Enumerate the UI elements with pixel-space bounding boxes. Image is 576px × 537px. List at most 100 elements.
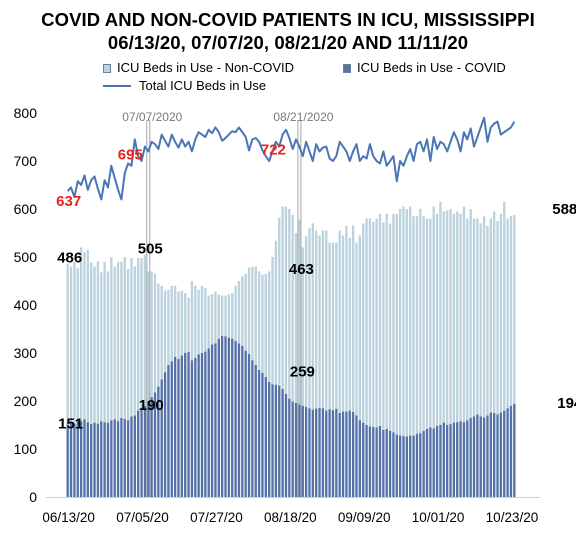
- noncovid-bar: [331, 242, 335, 411]
- noncovid-bar: [459, 213, 462, 422]
- noncovid-bar: [210, 293, 214, 345]
- noncovid-bar: [311, 223, 315, 410]
- covid-bar: [76, 420, 79, 497]
- covid-bar: [425, 428, 429, 497]
- y-tick-label: 300: [14, 345, 38, 361]
- noncovid-bar: [187, 297, 190, 353]
- noncovid-bar: [224, 295, 227, 337]
- noncovid-bar: [392, 213, 395, 433]
- noncovid-bar: [496, 221, 499, 415]
- covid-bar: [358, 420, 362, 497]
- legend-total-line: [103, 85, 131, 87]
- noncovid-bar: [90, 262, 93, 425]
- noncovid-bar: [217, 294, 220, 339]
- covid-bar: [143, 405, 147, 497]
- noncovid-bar: [284, 206, 288, 394]
- noncovid-bar: [318, 235, 321, 408]
- covid-bar: [513, 403, 516, 497]
- covid-bar: [429, 427, 432, 497]
- date-marker-label: 08/21/2020: [273, 110, 333, 124]
- covid-bar: [173, 356, 177, 497]
- covid-bar: [140, 407, 143, 497]
- x-tick-label: 10/01/20: [412, 510, 465, 525]
- noncovid-bar: [469, 209, 472, 418]
- covid-bar: [368, 426, 372, 497]
- noncovid-bar: [506, 218, 509, 409]
- covid-bar: [331, 410, 335, 497]
- bar-total-label: 463: [289, 261, 314, 278]
- covid-bar: [432, 428, 435, 497]
- noncovid-bar: [422, 216, 425, 431]
- legend-covid: ICU Beds in Use - COVID: [343, 60, 506, 76]
- noncovid-bar: [398, 209, 402, 436]
- covid-bar: [93, 422, 96, 497]
- covid-bar: [224, 336, 227, 497]
- noncovid-bar: [449, 209, 452, 425]
- noncovid-bar: [476, 218, 479, 415]
- covid-bar: [466, 420, 469, 497]
- noncovid-bar: [133, 266, 137, 416]
- covid-bar: [294, 402, 298, 497]
- noncovid-bar: [120, 261, 123, 418]
- covid-bar: [452, 422, 456, 497]
- noncovid-bar: [388, 223, 392, 431]
- covid-bar: [153, 392, 157, 497]
- covid-bar: [261, 372, 264, 497]
- noncovid-bar: [429, 218, 432, 428]
- covid-bar: [281, 389, 284, 497]
- covid-bar: [335, 408, 338, 497]
- noncovid-bar: [503, 201, 506, 411]
- total-icu-line: [66, 116, 516, 201]
- legend-covid-label: ICU Beds in Use - COVID: [357, 60, 506, 75]
- covid-bar: [247, 353, 251, 497]
- noncovid-bar: [288, 209, 291, 399]
- covid-bar: [503, 410, 506, 497]
- y-tick-label: 0: [29, 489, 37, 505]
- noncovid-bar: [106, 271, 110, 423]
- noncovid-bar: [372, 221, 375, 427]
- noncovid-bar: [170, 285, 173, 362]
- date-marker-label: 07/07/2020: [122, 110, 182, 124]
- covid-bar: [402, 436, 405, 497]
- noncovid-bar: [321, 230, 325, 409]
- noncovid-bar: [351, 225, 355, 413]
- covid-bar: [509, 405, 513, 497]
- covid-bar: [180, 355, 184, 497]
- covid-bar: [392, 432, 395, 497]
- covid-bar: [351, 412, 355, 497]
- covid-bar: [462, 422, 466, 497]
- covid-bar: [318, 407, 321, 497]
- x-tick-label: 10/23/20: [486, 510, 539, 525]
- covid-bar: [378, 425, 382, 497]
- noncovid-bar: [267, 271, 271, 382]
- legend-noncovid-label: ICU Beds in Use - Non-COVID: [117, 60, 294, 75]
- covid-bar: [257, 369, 261, 497]
- covid-bar: [126, 420, 130, 497]
- total-data-label: 722: [261, 141, 286, 158]
- axis-layer: 0 100 200 300 400 500 600 700 800 06/13/20 07/05/2…: [14, 105, 539, 525]
- noncovid-bar: [486, 225, 489, 416]
- noncovid-bar: [499, 213, 503, 413]
- covid-bar: [328, 409, 331, 497]
- noncovid-bar: [150, 271, 153, 398]
- noncovid-bar: [479, 223, 482, 417]
- covid-bar: [476, 414, 479, 497]
- noncovid-bar: [281, 206, 284, 389]
- noncovid-bar: [137, 257, 140, 411]
- covid-bar: [355, 415, 358, 497]
- noncovid-bar: [220, 295, 224, 336]
- covid-bar: [100, 421, 103, 497]
- covid-bar: [311, 409, 315, 497]
- noncovid-bar: [241, 276, 244, 346]
- noncovid-bar: [378, 213, 382, 426]
- noncovid-bar: [194, 285, 197, 358]
- covid-bar: [341, 411, 345, 497]
- noncovid-bar: [301, 247, 304, 406]
- noncovid-bar: [489, 218, 492, 413]
- covid-bar: [288, 398, 291, 497]
- noncovid-bar: [442, 211, 445, 423]
- noncovid-bar: [358, 235, 362, 421]
- noncovid-bar: [298, 219, 301, 405]
- covid-bar: [237, 343, 241, 497]
